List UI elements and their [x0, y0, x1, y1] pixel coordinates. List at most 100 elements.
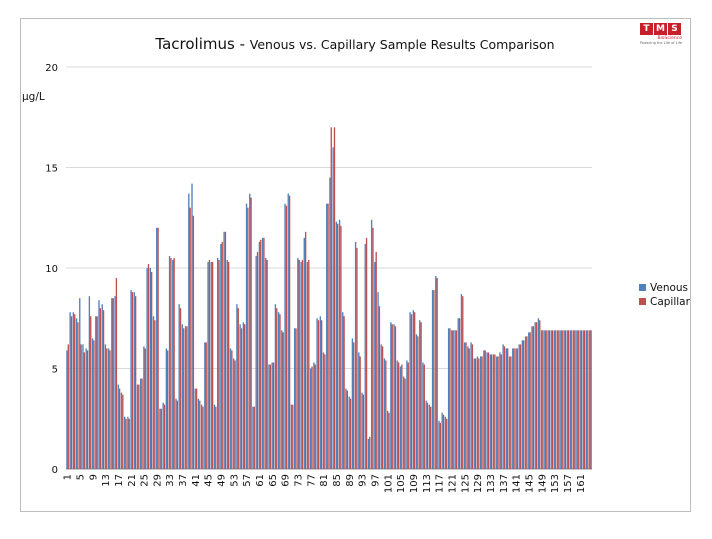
bar-venous-153 — [553, 330, 556, 469]
bar-venous-143 — [521, 340, 524, 469]
bar-venous-75 — [303, 237, 305, 469]
bar-venous-21 — [130, 290, 132, 469]
bar-venous-145 — [528, 332, 530, 469]
bar-capillar-140 — [513, 348, 515, 469]
bar-capillar-141 — [516, 348, 518, 469]
bar-capillar-129 — [478, 358, 480, 469]
bar-venous-81 — [322, 352, 325, 469]
bar-venous-77 — [310, 368, 312, 469]
bar-capillar-115 — [433, 290, 435, 469]
bar-capillar-121 — [452, 330, 454, 469]
bar-venous-60 — [255, 255, 257, 469]
bar-venous-104 — [396, 360, 398, 469]
y-axis-ticks: 0 5 10 15 20 — [45, 63, 58, 476]
bar-capillar-31 — [163, 404, 166, 469]
bar-venous-78 — [313, 362, 315, 469]
x-tick-label: 133 — [486, 474, 497, 493]
bar-capillar-11 — [99, 308, 102, 469]
bar-venous-71 — [290, 404, 293, 469]
chart-title: Tacrolimus - Venous vs. Capillary Sample… — [154, 35, 554, 53]
bar-venous-38 — [184, 326, 187, 469]
bar-capillar-29 — [157, 227, 159, 469]
bar-capillar-147 — [535, 322, 538, 469]
bar-capillar-71 — [292, 404, 294, 469]
bar-venous-129 — [476, 356, 479, 469]
bar-venous-28 — [152, 316, 155, 469]
bar-venous-112 — [422, 362, 424, 469]
logo-letter-t: T — [640, 23, 653, 35]
bar-capillar-128 — [474, 358, 477, 469]
bar-capillar-32 — [167, 350, 169, 469]
bar-venous-94 — [364, 243, 366, 469]
bar-capillar-36 — [179, 308, 182, 469]
bar-capillar-133 — [490, 354, 493, 469]
bar-capillar-6 — [83, 352, 85, 469]
bar-capillar-145 — [529, 332, 531, 469]
bar-venous-36 — [178, 304, 180, 469]
bar-venous-74 — [300, 261, 302, 469]
bar-capillar-125 — [465, 342, 467, 469]
bar-capillar-81 — [324, 354, 326, 469]
bar-capillar-42 — [199, 400, 201, 469]
bar-venous-108 — [409, 312, 411, 469]
x-tick-label: 121 — [448, 474, 459, 493]
bar-venous-130 — [480, 356, 482, 469]
bar-capillar-112 — [423, 364, 425, 469]
bar-venous-40 — [191, 183, 193, 469]
x-tick-label: 25 — [140, 474, 151, 487]
bar-capillar-1 — [67, 344, 69, 469]
bar-venous-134 — [492, 354, 495, 469]
bar-capillar-119 — [446, 418, 448, 469]
x-tick-label: 65 — [268, 474, 279, 487]
bar-venous-49 — [220, 243, 222, 469]
bar-capillar-76 — [308, 259, 310, 469]
bar-capillar-114 — [430, 406, 432, 469]
x-tick-label: 85 — [332, 474, 343, 487]
bar-venous-98 — [377, 292, 379, 469]
bar-capillar-113 — [426, 402, 429, 469]
bar-capillar-101 — [388, 412, 390, 469]
bar-capillar-77 — [311, 366, 313, 469]
bar-venous-157 — [566, 330, 568, 469]
bar-venous-25 — [143, 346, 145, 469]
bar-venous-6 — [82, 344, 84, 469]
bar-capillar-79 — [317, 320, 320, 469]
bar-venous-133 — [489, 354, 491, 469]
bar-venous-4 — [75, 318, 78, 469]
bar-venous-83 — [329, 177, 331, 470]
bar-capillar-135 — [497, 356, 499, 469]
bar-venous-59 — [252, 406, 254, 469]
bar-capillar-95 — [369, 436, 371, 469]
bar-capillar-67 — [279, 314, 281, 469]
bar-capillar-18 — [122, 394, 124, 469]
bar-venous-23 — [136, 384, 139, 469]
bar-capillar-57 — [247, 207, 249, 469]
bar-capillar-23 — [138, 384, 140, 469]
bar-capillar-22 — [134, 296, 137, 469]
bar-capillar-63 — [266, 259, 268, 469]
bar-venous-62 — [261, 237, 264, 469]
bar-capillar-92 — [359, 356, 361, 469]
y-tick-label: 20 — [45, 63, 58, 74]
bar-venous-54 — [236, 304, 238, 469]
bar-capillar-109 — [413, 312, 416, 469]
bar-venous-106 — [403, 376, 405, 469]
bar-capillar-75 — [304, 231, 307, 469]
x-tick-label: 161 — [576, 474, 587, 493]
bar-capillar-148 — [539, 320, 541, 469]
bar-venous-127 — [470, 342, 472, 469]
bar-venous-96 — [370, 219, 373, 469]
bar-capillar-55 — [240, 328, 243, 469]
bar-capillar-73 — [298, 259, 300, 469]
bar-capillar-127 — [471, 344, 474, 469]
x-tick-label: 105 — [396, 474, 407, 493]
x-tick-label: 77 — [306, 474, 317, 487]
bar-venous-115 — [431, 290, 434, 469]
bar-venous-35 — [175, 398, 177, 469]
bar-capillar-27 — [150, 272, 153, 469]
bar-capillar-34 — [173, 257, 175, 469]
bar-venous-125 — [463, 342, 466, 469]
bar-venous-10 — [95, 316, 97, 469]
bar-venous-140 — [512, 348, 514, 469]
bar-venous-91 — [354, 241, 357, 469]
